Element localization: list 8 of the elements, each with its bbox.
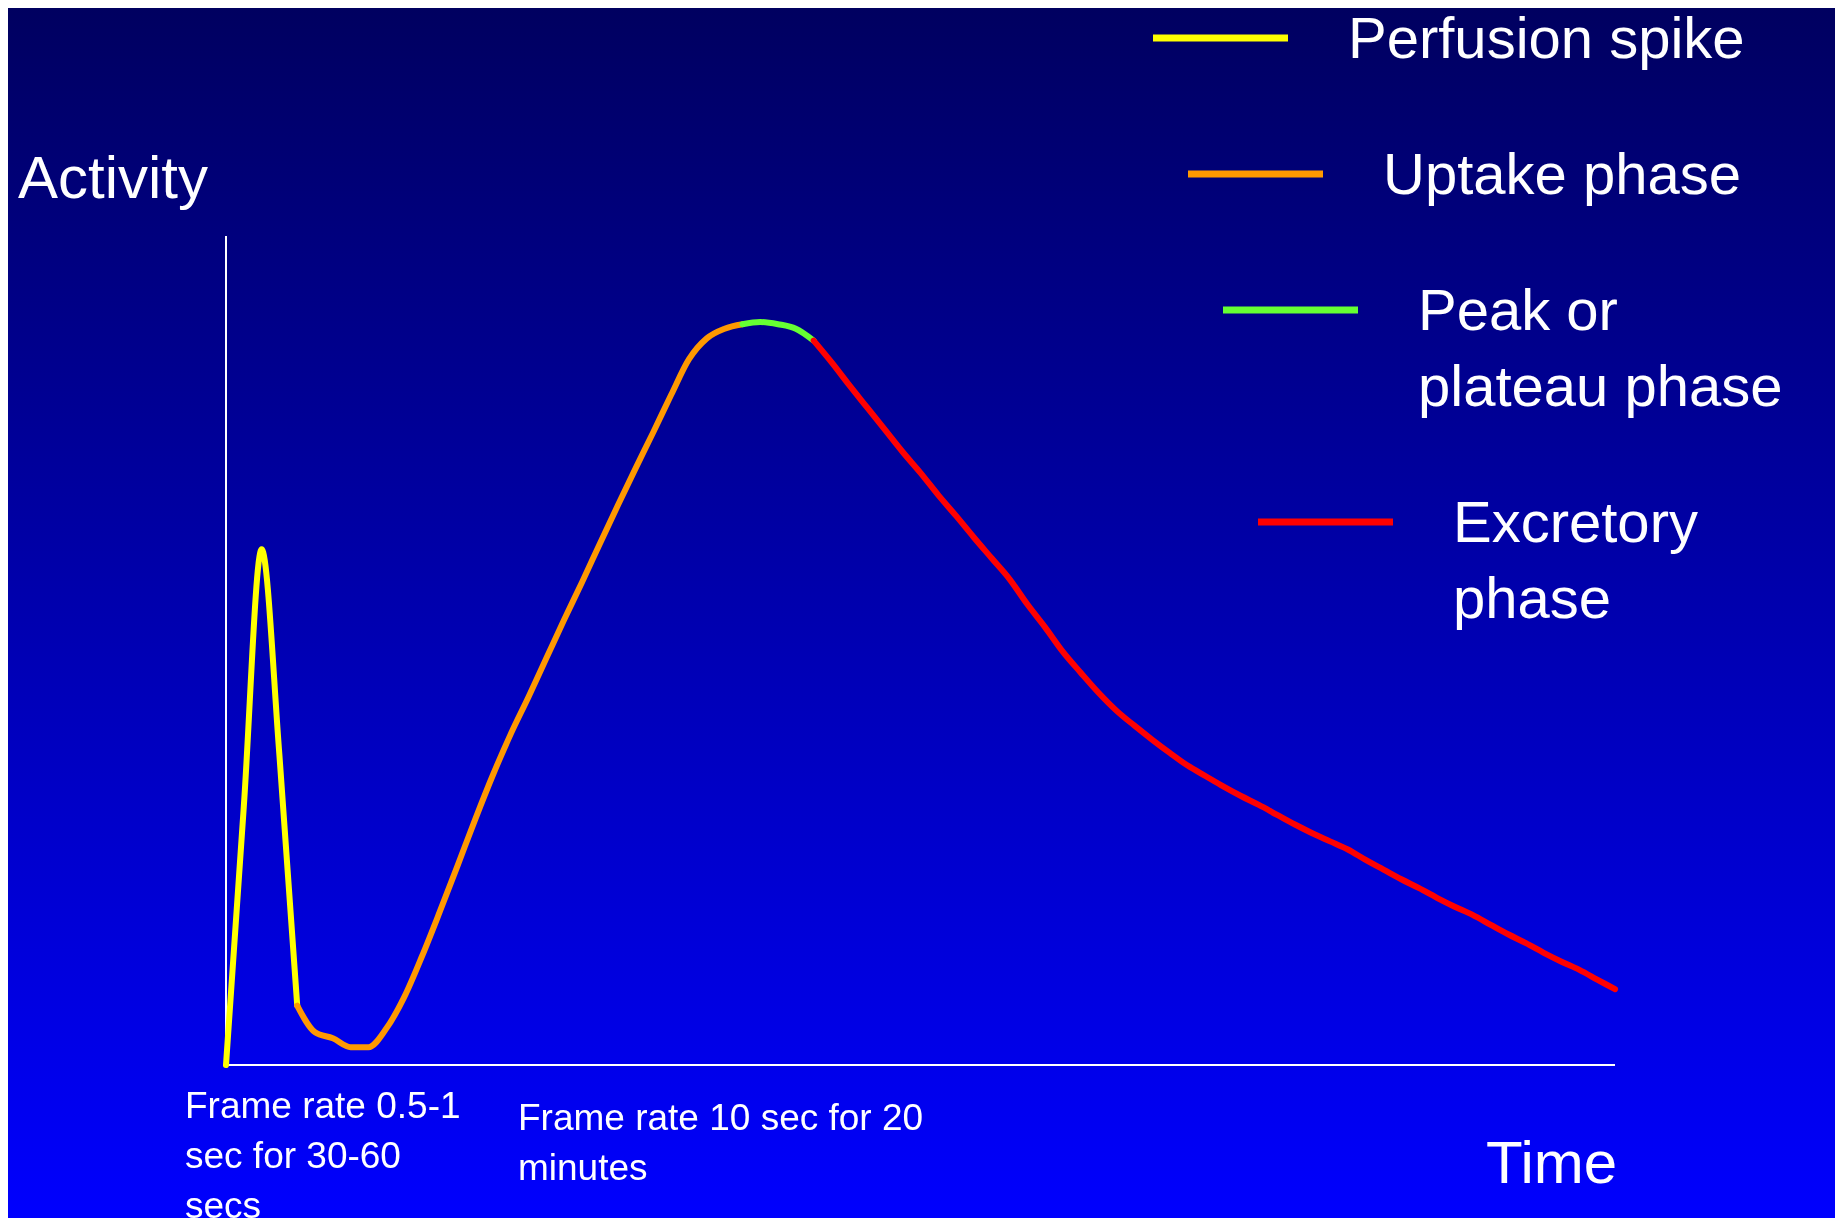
text: Frame rate 0.5-1 sec for 30-60 secs <box>185 1085 461 1218</box>
legend-label: Peak or plateau phase <box>1418 277 1783 418</box>
legend-label: Perfusion spike <box>1348 5 1745 70</box>
text: Frame rate 10 sec for 20 minutes <box>518 1097 924 1188</box>
legend-label: Excretory phase <box>1453 489 1698 630</box>
x-axis-title: Time <box>1486 1129 1618 1196</box>
y-axis-title: Activity <box>18 144 209 211</box>
legend-label: Uptake phase <box>1383 141 1741 206</box>
